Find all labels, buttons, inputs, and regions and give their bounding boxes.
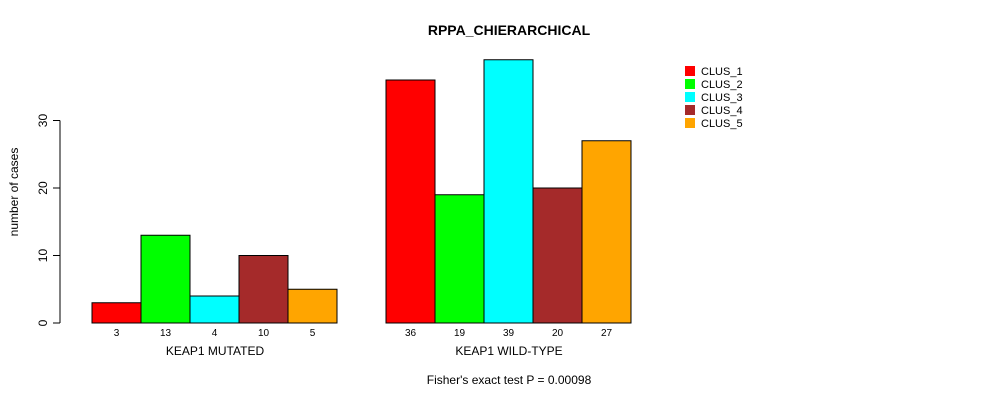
bar-clus-4-wild-type xyxy=(532,187,583,324)
bar-clus-2-mutated xyxy=(140,234,191,324)
group-label-mutated: KEAP1 MUTATED xyxy=(166,344,265,358)
count-label: 19 xyxy=(454,328,466,339)
legend-label-clus-3: CLUS_3 xyxy=(701,92,743,104)
bar-clus-2-wild-type xyxy=(434,194,485,324)
legend-swatch-clus-5 xyxy=(685,118,695,128)
bar-clus-5-mutated xyxy=(287,288,338,324)
y-tick-label: 10 xyxy=(36,249,50,263)
y-axis: 0 10 20 30 xyxy=(36,114,61,326)
bar-clus-1-mutated xyxy=(91,302,142,324)
legend-label-clus-5: CLUS_5 xyxy=(701,118,743,130)
count-label: 27 xyxy=(601,328,613,339)
legend-swatch-clus-2 xyxy=(685,79,695,89)
bar-clus-5-wild-type xyxy=(581,140,632,324)
legend-swatch-clus-3 xyxy=(685,92,695,102)
y-tick-label: 30 xyxy=(36,114,50,128)
legend-swatch-clus-1 xyxy=(685,66,695,76)
bar-clus-3-mutated xyxy=(189,295,240,324)
y-tick-label: 20 xyxy=(36,181,50,195)
legend-label-clus-1: CLUS_1 xyxy=(701,66,743,78)
count-label: 36 xyxy=(405,328,417,339)
y-tick-label: 0 xyxy=(36,319,50,326)
count-label: 5 xyxy=(310,328,316,339)
bar-clus-4-mutated xyxy=(238,255,289,324)
bar-clus-3-wild-type xyxy=(483,59,534,324)
group-label-wild-type: KEAP1 WILD-TYPE xyxy=(455,344,562,358)
count-label: 39 xyxy=(503,328,515,339)
legend-label-clus-4: CLUS_4 xyxy=(701,105,743,117)
count-label: 4 xyxy=(212,328,218,339)
y-axis-label: number of cases xyxy=(7,148,21,237)
fisher-test-annotation: Fisher's exact test P = 0.00098 xyxy=(427,373,592,387)
count-labels: 3 13 4 10 5 36 19 39 20 27 xyxy=(114,328,613,339)
count-label: 20 xyxy=(552,328,564,339)
chart-title: RPPA_CHIERARCHICAL xyxy=(428,22,591,38)
count-label: 10 xyxy=(258,328,270,339)
bar-clus-1-wild-type xyxy=(385,79,436,324)
legend-swatch-clus-4 xyxy=(685,105,695,115)
bars xyxy=(91,59,632,324)
count-label: 13 xyxy=(160,328,172,339)
count-label: 3 xyxy=(114,328,120,339)
legend-label-clus-2: CLUS_2 xyxy=(701,79,743,91)
